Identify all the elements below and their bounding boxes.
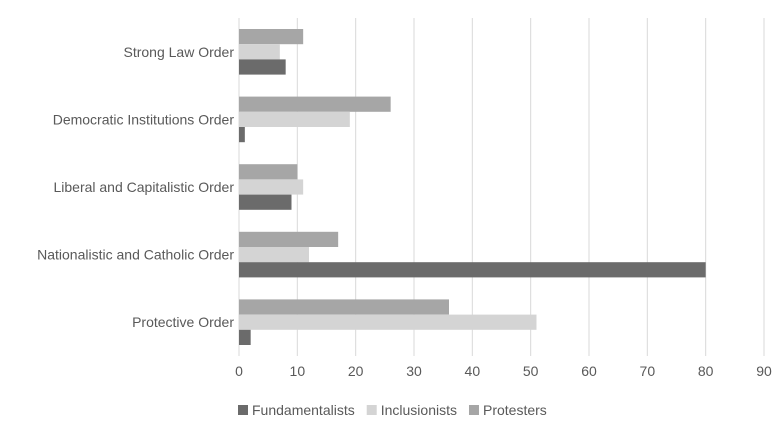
category-label: Nationalistic and Catholic Order [37,247,234,263]
bar-fundamentalists-0 [239,59,286,75]
bar-inclusionists-4 [239,314,537,330]
legend-swatch-fundamentalists [238,405,248,415]
legend-label-inclusionists: Inclusionists [381,402,457,418]
bar-fundamentalists-1 [239,127,245,143]
tick-label-10: 10 [290,363,306,379]
legend-label-protesters: Protesters [483,402,547,418]
tick-label-70: 70 [640,363,656,379]
category-labels: Strong Law Order Democratic Institutions … [37,44,234,330]
x-axis-ticks: 0 10 20 30 40 50 60 70 80 90 [235,363,772,379]
legend-swatch-protesters [468,405,479,415]
category-label: Democratic Institutions Order [53,111,235,127]
tick-label-40: 40 [465,363,481,379]
bar-protesters-4 [239,299,449,315]
tick-label-0: 0 [235,363,243,379]
tick-label-20: 20 [348,363,364,379]
bar-protesters-2 [239,164,298,180]
legend-swatch-inclusionists [366,405,377,415]
bar-fundamentalists-4 [239,329,251,345]
tick-label-30: 30 [406,363,422,379]
legend-label-fundamentalists: Fundamentalists [252,402,355,418]
bar-protesters-1 [239,96,391,112]
category-label: Liberal and Capitalistic Order [53,179,234,195]
bar-inclusionists-3 [239,247,309,263]
legend: Fundamentalists Inclusionists Protesters [238,402,547,418]
bar-protesters-3 [239,231,339,247]
bar-inclusionists-1 [239,111,350,127]
bar-protesters-0 [239,29,304,45]
tick-label-50: 50 [523,363,539,379]
gridlines [238,18,765,356]
bar-inclusionists-0 [239,44,280,60]
category-label: Strong Law Order [124,44,235,60]
tick-label-90: 90 [756,363,772,379]
bars [239,29,706,345]
category-label: Protective Order [132,314,234,330]
bar-fundamentalists-3 [239,262,706,278]
bar-inclusionists-2 [239,179,304,195]
bar-fundamentalists-2 [239,194,292,210]
tick-label-60: 60 [581,363,597,379]
tick-label-80: 80 [698,363,714,379]
